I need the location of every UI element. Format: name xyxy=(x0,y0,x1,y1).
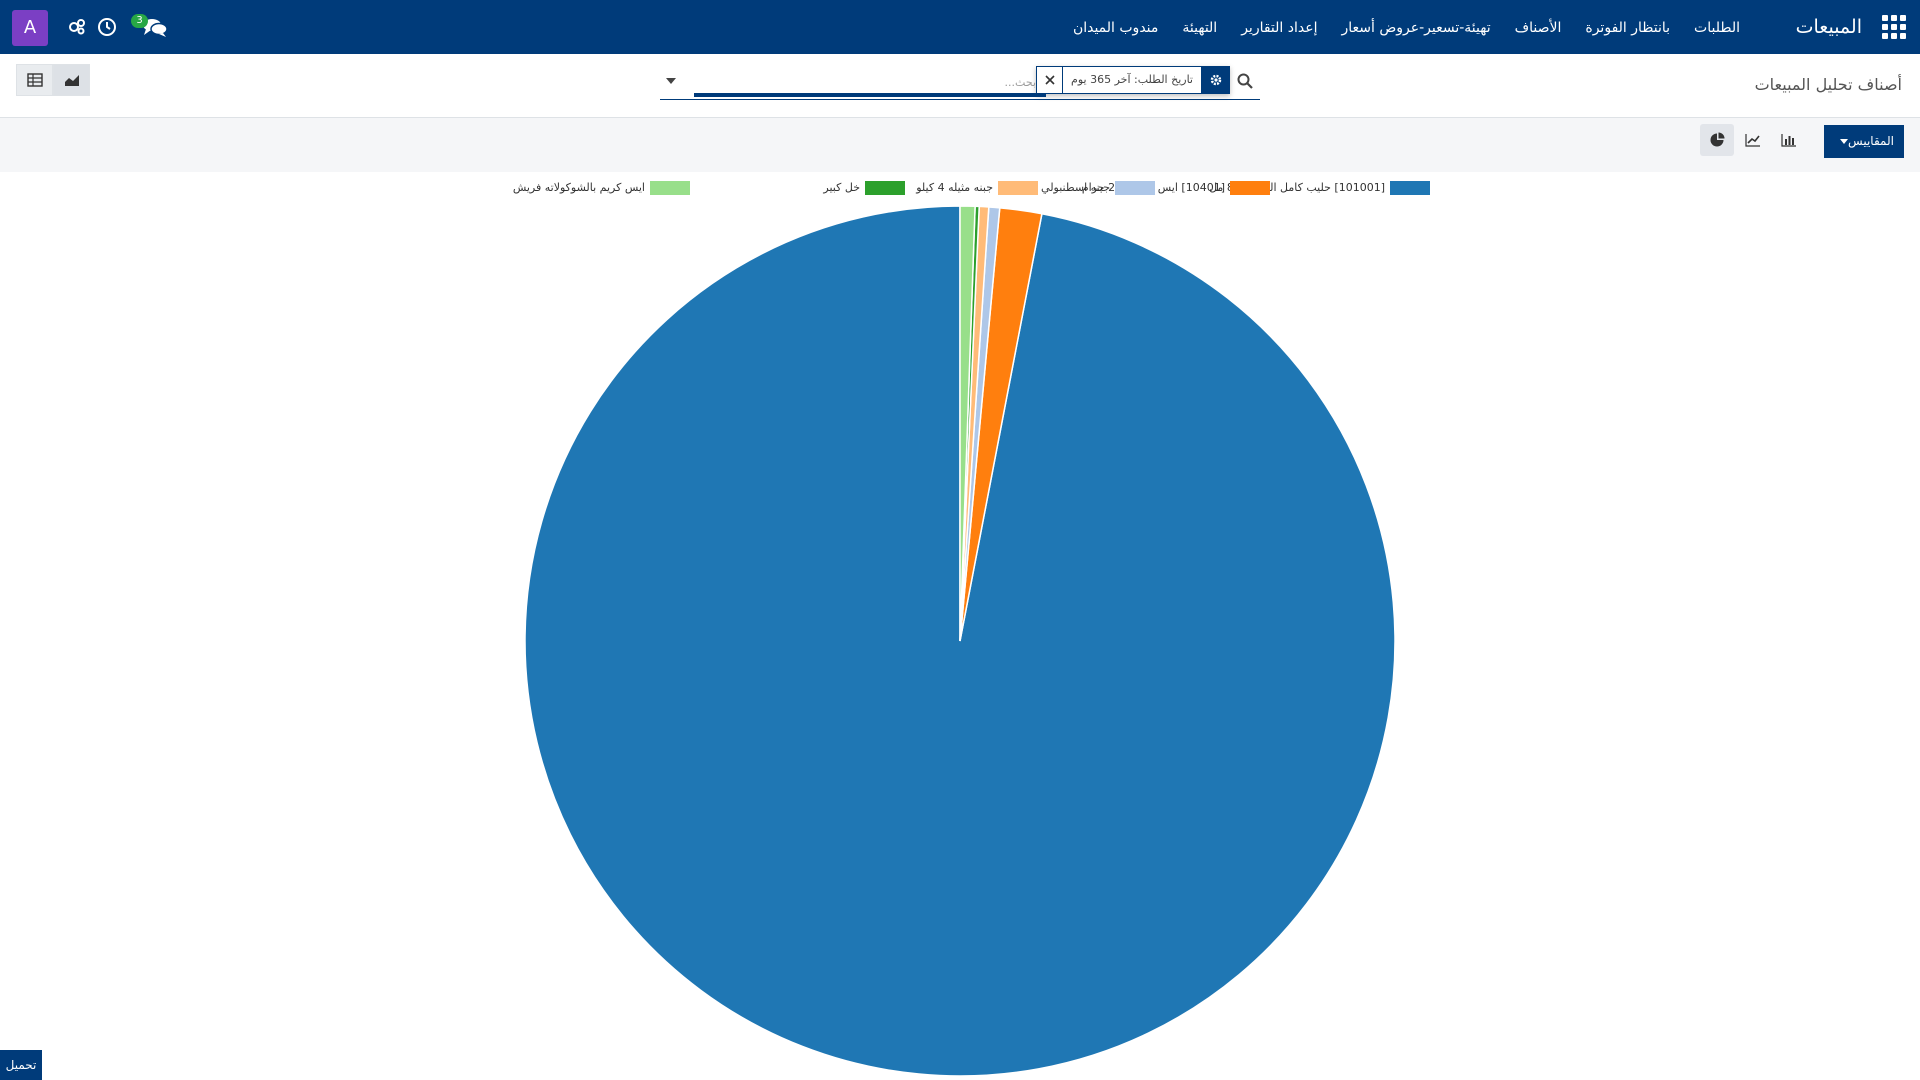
legend-label: خل كبير xyxy=(823,181,860,194)
search-input[interactable] xyxy=(696,70,1036,94)
legend-swatch xyxy=(1230,181,1270,195)
graph-view-button[interactable] xyxy=(53,64,90,96)
measures-dropdown-button[interactable]: المقاييس xyxy=(1824,125,1904,158)
control-panel: أصناف تحليل المبيعات تاريخ الطلب: آخر 36… xyxy=(0,54,1920,118)
line-chart-icon xyxy=(1745,134,1760,147)
legend-label: جبنه مثيله 4 كيلو xyxy=(916,181,993,194)
pie-slice[interactable] xyxy=(959,205,976,642)
user-avatar[interactable]: A xyxy=(12,10,48,46)
graph-controls: المقاييس xyxy=(0,118,1920,172)
legend-item[interactable]: ايس كريم بالشوكولاته فريش xyxy=(513,179,690,197)
filter-cog-icon xyxy=(1201,66,1230,94)
breadcrumb: أصناف تحليل المبيعات xyxy=(1754,75,1902,94)
menu-field-rep[interactable]: مندوب الميدان xyxy=(1072,20,1159,36)
caret-down-icon xyxy=(1840,139,1849,144)
pie-chart-icon xyxy=(1710,132,1725,147)
facet-close-icon[interactable] xyxy=(1036,66,1063,94)
legend-swatch xyxy=(865,181,905,195)
search-bar: تاريخ الطلب: آخر 365 يوم xyxy=(660,66,1260,100)
menu-pricing-quotations[interactable]: تهيئة-تسعير-عروض أسعار xyxy=(1341,20,1491,36)
search-options-chevron-icon[interactable] xyxy=(666,78,676,84)
messages-badge: 3 xyxy=(131,14,148,28)
main-menu: الطلبات بانتظار الفوترة الأصناف تهيئة-تس… xyxy=(1073,18,1740,38)
bar-chart-icon xyxy=(1781,134,1796,147)
measures-label: المقاييس xyxy=(1848,134,1894,148)
line-chart-button[interactable] xyxy=(1736,124,1770,156)
pie-chart xyxy=(524,205,1396,1077)
legend-swatch xyxy=(1390,181,1430,195)
apps-menu-icon[interactable] xyxy=(1880,13,1908,41)
search-focus-underline xyxy=(694,93,1046,97)
menu-products[interactable]: الأصناف xyxy=(1514,20,1562,36)
legend-label: ايس كريم بالشوكولاته فريش xyxy=(512,181,645,194)
menu-configuration[interactable]: التهيئة xyxy=(1182,20,1218,36)
chart-legend: [101001] حليب كامل الدسم850 مل[10401] اي… xyxy=(490,179,1430,197)
app-brand[interactable]: المبيعات xyxy=(1795,16,1862,38)
pivot-view-button[interactable] xyxy=(16,64,53,96)
download-button[interactable]: تحميل xyxy=(0,1050,42,1080)
menu-reporting[interactable]: إعداد التقارير xyxy=(1241,20,1318,36)
facet-value: تاريخ الطلب: آخر 365 يوم xyxy=(1062,66,1201,94)
menu-to-invoice[interactable]: بانتظار الفوترة xyxy=(1585,20,1671,36)
top-navbar: المبيعات الطلبات بانتظار الفوترة الأصناف… xyxy=(0,0,1920,54)
search-icon[interactable] xyxy=(1236,72,1254,90)
menu-orders[interactable]: الطلبات xyxy=(1694,20,1740,36)
pie-chart-button[interactable] xyxy=(1700,124,1734,156)
legend-item[interactable]: جبنه مثيله 4 كيلو xyxy=(916,179,1038,197)
search-facet: تاريخ الطلب: آخر 365 يوم xyxy=(1036,66,1230,94)
legend-swatch xyxy=(998,181,1038,195)
legend-swatch xyxy=(1115,181,1155,195)
debug-tools-icon[interactable] xyxy=(66,16,88,38)
bar-chart-button[interactable] xyxy=(1772,124,1806,156)
legend-swatch xyxy=(650,181,690,195)
clock-icon[interactable] xyxy=(96,16,118,38)
legend-item[interactable]: خل كبير xyxy=(823,179,905,197)
view-switcher xyxy=(16,64,90,96)
